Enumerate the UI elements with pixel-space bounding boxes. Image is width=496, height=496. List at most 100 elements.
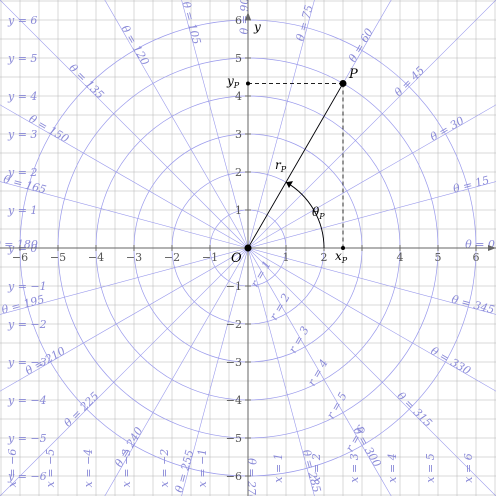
x-tick-label: 1 <box>283 251 290 264</box>
x-axis-arrow <box>488 245 496 251</box>
x-grid-label: x = 5 <box>424 453 437 482</box>
radius-segment <box>247 83 344 249</box>
y-grid-label: y = −1 <box>7 280 47 293</box>
yp-label: yP <box>226 74 240 90</box>
y-grid-label: y = 5 <box>7 52 37 65</box>
polar-ray <box>0 247 249 392</box>
polar-ray <box>247 247 496 496</box>
r-label-main: r <box>275 158 282 172</box>
y-grid-label: y = 3 <box>7 128 37 141</box>
x-grid-label: x = −4 <box>82 449 95 488</box>
x-grid-label: x = 3 <box>348 453 361 482</box>
polar-ray <box>181 0 249 249</box>
r-grid-label: r = 2 <box>267 291 292 322</box>
x-grid-label: x = −5 <box>44 449 57 488</box>
theta-grid-label: θ = 30 <box>428 114 466 144</box>
y-tick-label: −1 <box>226 280 242 293</box>
theta-label-main: θ <box>312 205 320 219</box>
polar-ray <box>247 104 496 249</box>
polar-ray <box>247 0 496 249</box>
y-tick-label: 3 <box>235 128 242 141</box>
theta-grid-label: θ = 120 <box>118 23 151 67</box>
theta-arc <box>285 181 325 249</box>
origin-point <box>244 244 252 252</box>
theta-label: θP <box>312 205 325 221</box>
polar-ray <box>0 247 249 496</box>
polar-ray <box>247 247 496 392</box>
x-tick-label: −2 <box>164 251 180 264</box>
r-grid-label: r = 3 <box>286 324 311 355</box>
polar-ray <box>104 247 249 496</box>
polar-ray <box>0 247 249 315</box>
x-grid-label: x = −1 <box>196 449 209 488</box>
y-grid-label: y = −3 <box>7 356 47 369</box>
polar-ray <box>247 0 315 249</box>
x-grid-label: x = −2 <box>158 449 171 488</box>
y-grid-label: y = −2 <box>7 318 47 331</box>
polar-ray <box>247 247 315 496</box>
r-label: rP <box>275 158 287 174</box>
yp-label-sub: P <box>233 81 240 90</box>
xp-foot <box>341 246 345 250</box>
theta-grid-label: θ = 270 <box>245 458 258 496</box>
polar-ray <box>247 181 496 249</box>
polar-ray <box>181 247 249 496</box>
theta-grid-label: θ = 60 <box>346 26 376 64</box>
theta-arc-arrow <box>286 181 293 189</box>
y-grid-label: y = −6 <box>7 470 47 483</box>
xp-label-sub: P <box>341 256 348 265</box>
y-grid-label: y = 2 <box>7 166 37 179</box>
x-tick-label: 5 <box>435 251 442 264</box>
point-construction <box>244 79 347 252</box>
y-tick-label: −4 <box>226 394 242 407</box>
theta-grid-label: θ = 15 <box>452 174 491 196</box>
polar-ray <box>0 104 249 249</box>
x-tick-label: 4 <box>397 251 404 264</box>
point-p <box>339 79 347 87</box>
y-axis-label: y <box>253 20 261 34</box>
x-grid-label: x = 6 <box>462 453 475 482</box>
yp-label-main: y <box>226 74 234 88</box>
origin-label: O <box>231 251 242 266</box>
y-axis-arrow <box>245 12 251 20</box>
y-grid-label: y = −5 <box>7 432 47 445</box>
yp-foot <box>246 81 250 86</box>
math-labels: y O P rP θP xP yP <box>226 20 358 266</box>
theta-grid-label: θ = 75 <box>294 4 316 43</box>
y-grid-label: y = −4 <box>7 394 47 407</box>
theta-grid-label: θ = 315 <box>394 389 434 429</box>
x-tick-label: −6 <box>12 251 28 264</box>
polar-ray <box>247 247 392 496</box>
xp-label: xP <box>335 249 348 265</box>
x-tick-label: −4 <box>88 251 104 264</box>
theta-grid-label: θ = 135 <box>66 61 106 101</box>
x-grid-label: x = 2 <box>310 453 323 482</box>
theta-grid-label: θ = 255 <box>173 448 197 494</box>
polar-ray <box>0 181 249 249</box>
y-tick-label: 6 <box>235 14 242 27</box>
x-tick-label: −1 <box>202 251 218 264</box>
y-tick-label: 4 <box>235 90 242 103</box>
y-tick-label: −3 <box>226 356 242 369</box>
y-tick-label: 2 <box>235 166 242 179</box>
y-grid-label: y = 1 <box>7 204 37 217</box>
axis-ticks: −6 −6 −5 −5 −4 −4 −3 −3 −2 −2 −1 −1 1 1 2 2 3 4 4 5 5 6 6 <box>12 14 480 483</box>
x-tick-label: 2 <box>321 251 328 264</box>
y-tick-label: 1 <box>235 204 242 217</box>
x-grid-label: x = −3 <box>120 449 133 488</box>
polar-ray <box>0 0 249 249</box>
x-grid-label: x = 4 <box>386 453 399 482</box>
point-label: P <box>348 67 358 82</box>
polar-ray <box>104 0 249 249</box>
x-grid-label: x = −6 <box>6 449 19 488</box>
theta-grid-label: θ = 225 <box>61 389 101 429</box>
polar-ray <box>247 247 496 315</box>
y-grid-label: y = 4 <box>7 90 37 103</box>
x-tick-label: −3 <box>126 251 142 264</box>
y-grid-label: y = 6 <box>7 14 37 27</box>
theta-label-sub: P <box>318 212 325 221</box>
r-label-sub: P <box>280 165 287 174</box>
r-grid-label: r = 5 <box>324 390 349 421</box>
y-tick-label: −2 <box>226 318 242 331</box>
